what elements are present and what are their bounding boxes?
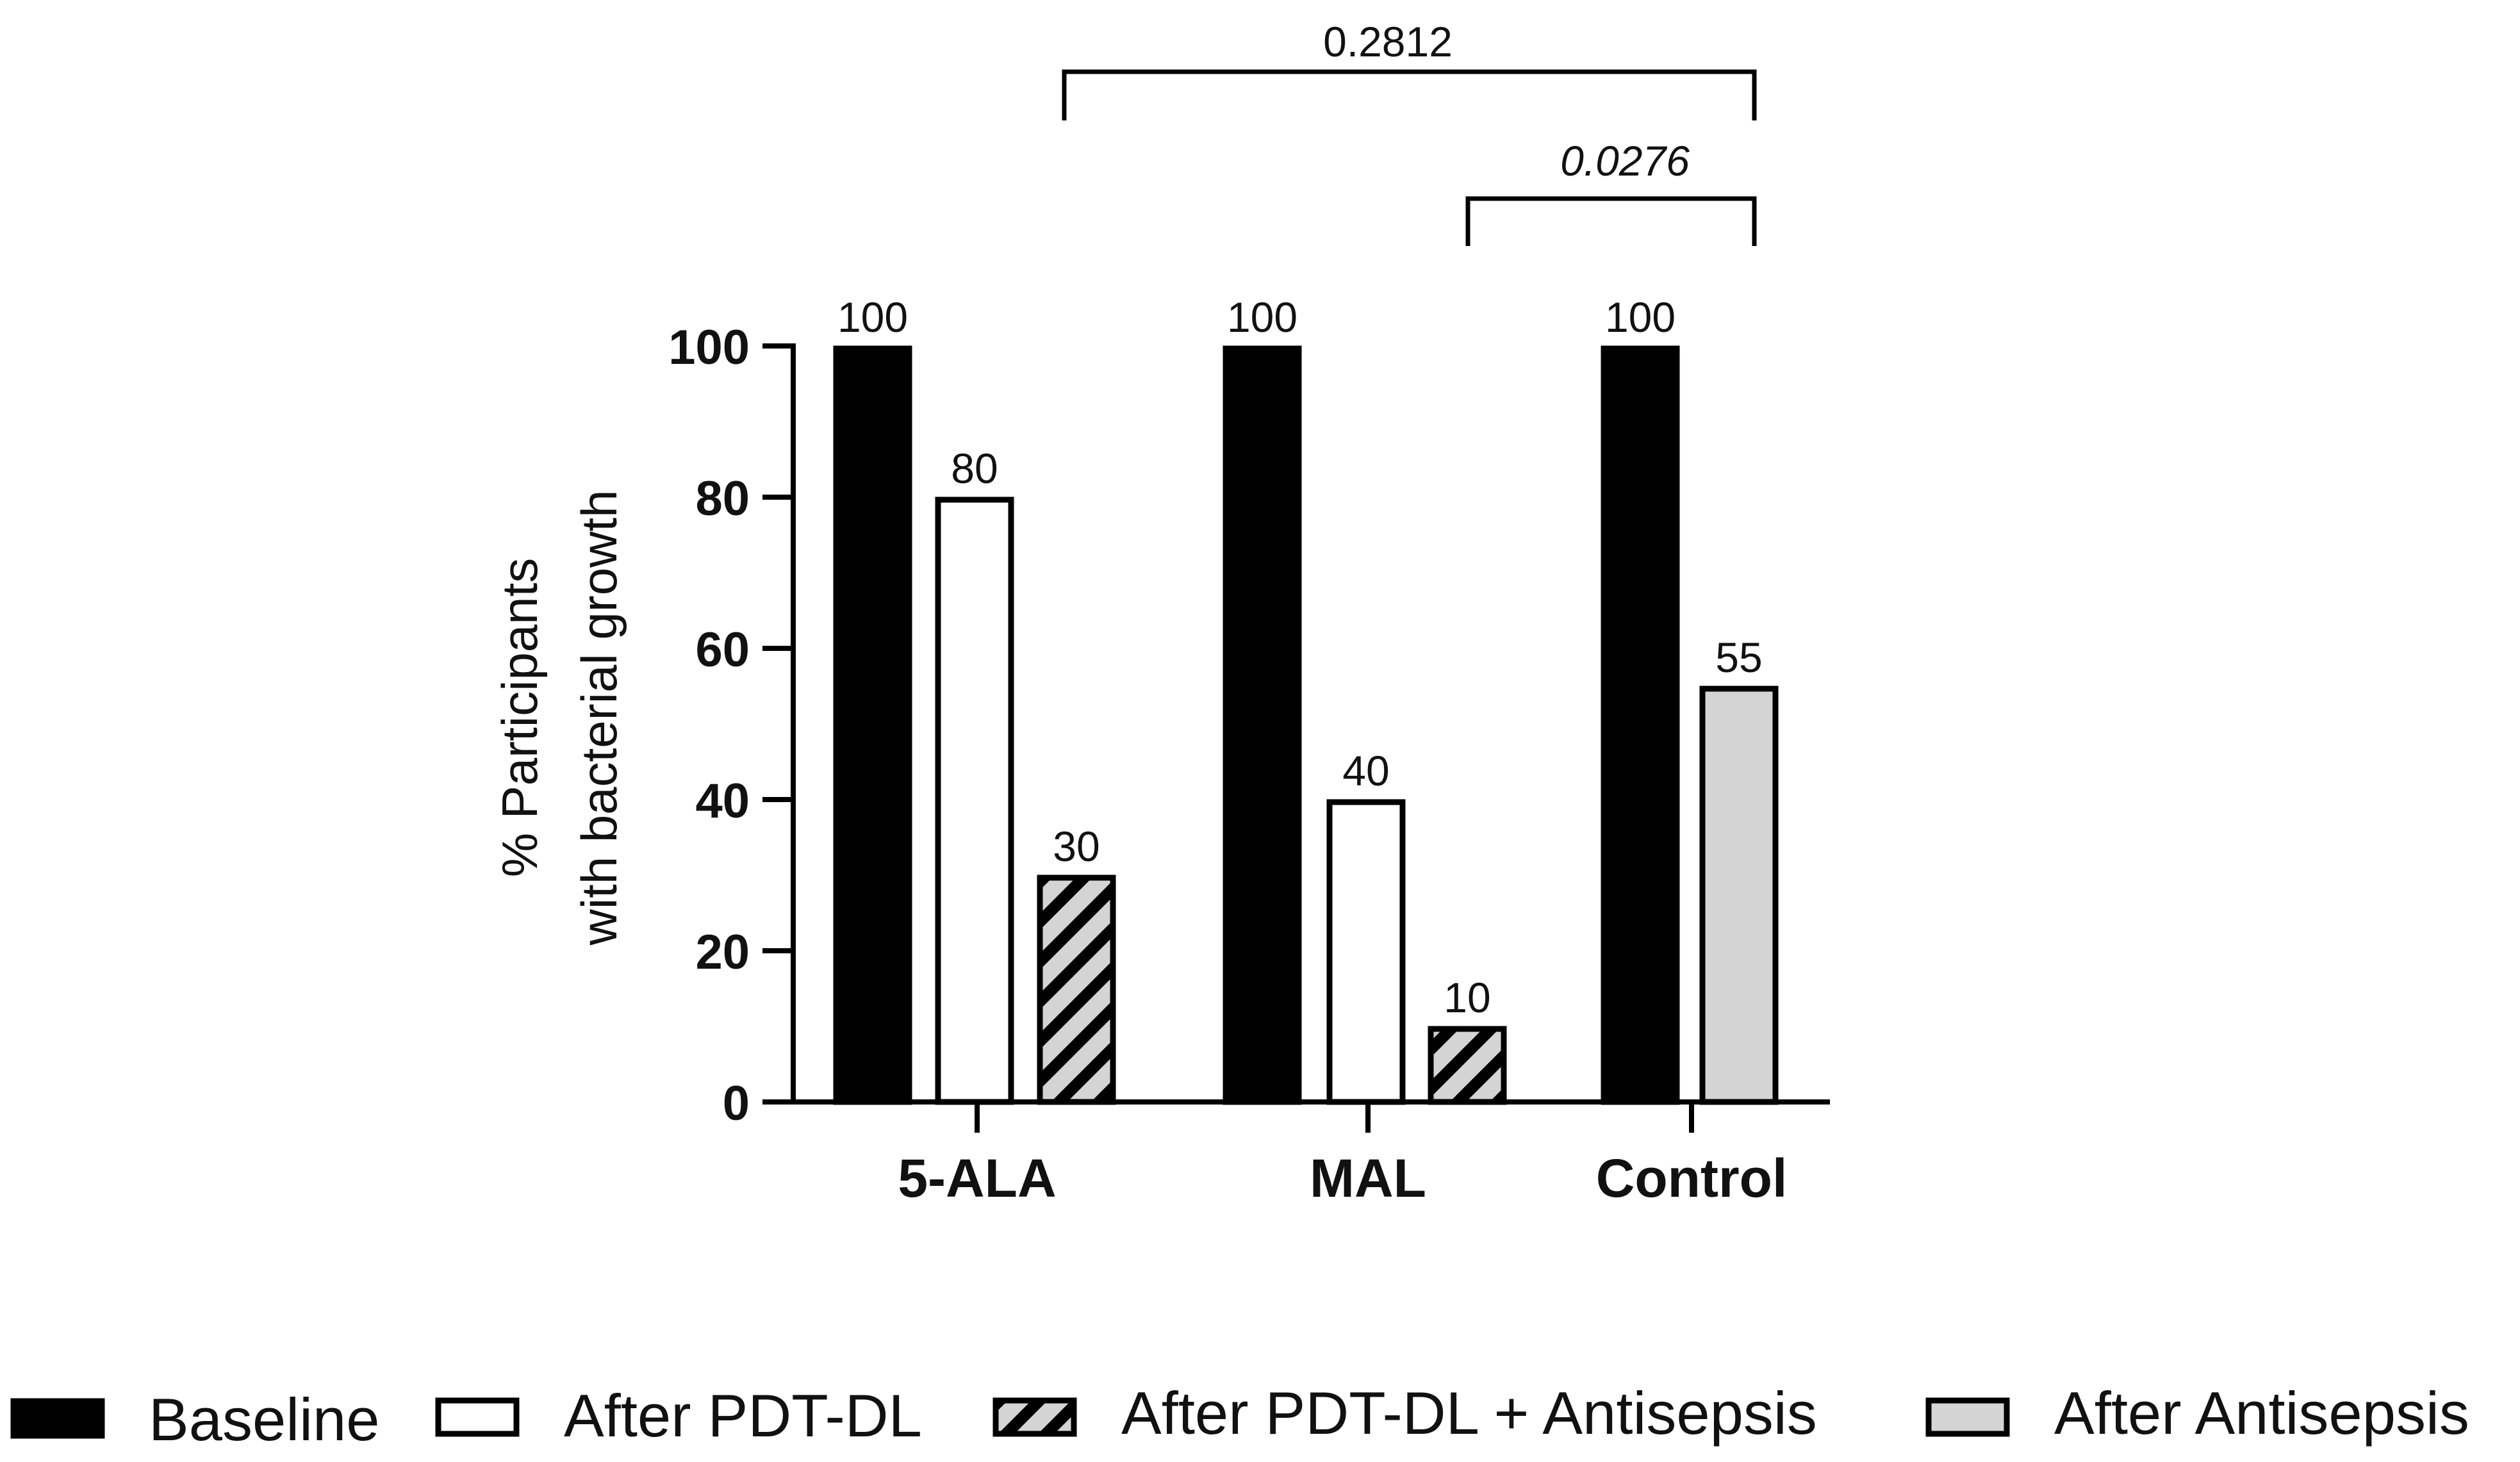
legend-swatch-after-pdt-dl: [435, 1397, 520, 1437]
bracket-line: [1465, 196, 1757, 246]
y-tick-label: 40: [695, 774, 750, 828]
y-tick-label: 80: [695, 472, 750, 526]
comparison-bracket-5ala-control: 0.2812: [1062, 18, 1757, 120]
y-tick-label: 0: [723, 1076, 750, 1131]
legend-label-after-pdt-dl-antisepsis: After PDT-DL + Antisepsis: [1121, 1379, 1817, 1447]
data-label-anti-control: 55: [1715, 634, 1762, 681]
y-tick-label: 100: [668, 320, 750, 375]
bar-pdt_anti-mal: [1428, 1026, 1507, 1105]
legend-item-after-pdt-dl-antisepsis: After PDT-DL + Antisepsis: [992, 1379, 1817, 1447]
y-tick-label: 60: [695, 623, 750, 677]
data-label-baseline-5-ala: 100: [837, 293, 908, 341]
y-axis-ticks: [762, 343, 793, 1105]
x-axis-ticks: [975, 1102, 1694, 1133]
legend: Baseline After PDT-DL After PDT-DL + Ant…: [10, 1379, 2469, 1453]
legend-swatch-after-pdt-dl-antisepsis: [992, 1397, 1077, 1437]
legend-label-after-pdt-dl: After PDT-DL: [564, 1382, 922, 1449]
y-tick-labels: 0 20 40 60 80 100: [668, 320, 750, 1131]
data-label-pdt-mal: 40: [1342, 747, 1389, 794]
bars: [833, 345, 1779, 1105]
bar-value-labels: 100 100 100 80 40 30 10 55: [837, 293, 1763, 1021]
data-label-pdt_anti-5-ala: 30: [1053, 823, 1099, 870]
legend-label-after-antisepsis: After Antisepsis: [2054, 1379, 2469, 1447]
data-label-baseline-control: 100: [1605, 293, 1676, 341]
x-tick-labels: 5-ALA MAL Control: [898, 1148, 1787, 1208]
bar-pdt_anti-5-ala: [1037, 875, 1116, 1105]
y-tick-label: 20: [695, 925, 750, 980]
p-value-label: 0.2812: [1323, 18, 1453, 65]
legend-item-baseline: Baseline: [10, 1386, 380, 1453]
legend-swatch-after-antisepsis: [1925, 1397, 2010, 1437]
legend-item-after-pdt-dl: After PDT-DL: [435, 1382, 922, 1449]
legend-label-baseline: Baseline: [149, 1386, 380, 1453]
data-label-pdt_anti-mal: 10: [1444, 974, 1490, 1021]
y-axis-title-line-2: with bacterial growth: [571, 490, 627, 946]
p-value-label: 0.0276: [1560, 137, 1690, 185]
comparison-bracket-mal-control: 0.0276: [1465, 137, 1757, 246]
bar-baseline-5-ala: [833, 345, 912, 1105]
bar-pdt-5-ala: [935, 497, 1014, 1105]
bar-pdt-mal: [1326, 799, 1406, 1105]
data-label-pdt-5-ala: 80: [951, 445, 998, 492]
x-tick-label-5-ala: 5-ALA: [898, 1148, 1056, 1208]
legend-item-after-antisepsis: After Antisepsis: [1925, 1379, 2469, 1447]
bar-anti-control: [1699, 686, 1779, 1105]
bar-baseline-control: [1601, 345, 1680, 1105]
bar-baseline-mal: [1223, 345, 1302, 1105]
legend-swatch-baseline: [10, 1398, 105, 1439]
bracket-line: [1062, 69, 1757, 120]
x-tick-label-control: Control: [1596, 1148, 1788, 1208]
x-tick-label-mal: MAL: [1310, 1148, 1426, 1208]
data-label-baseline-mal: 100: [1227, 293, 1297, 341]
y-axis-title-line-1: % Participants: [491, 558, 548, 878]
